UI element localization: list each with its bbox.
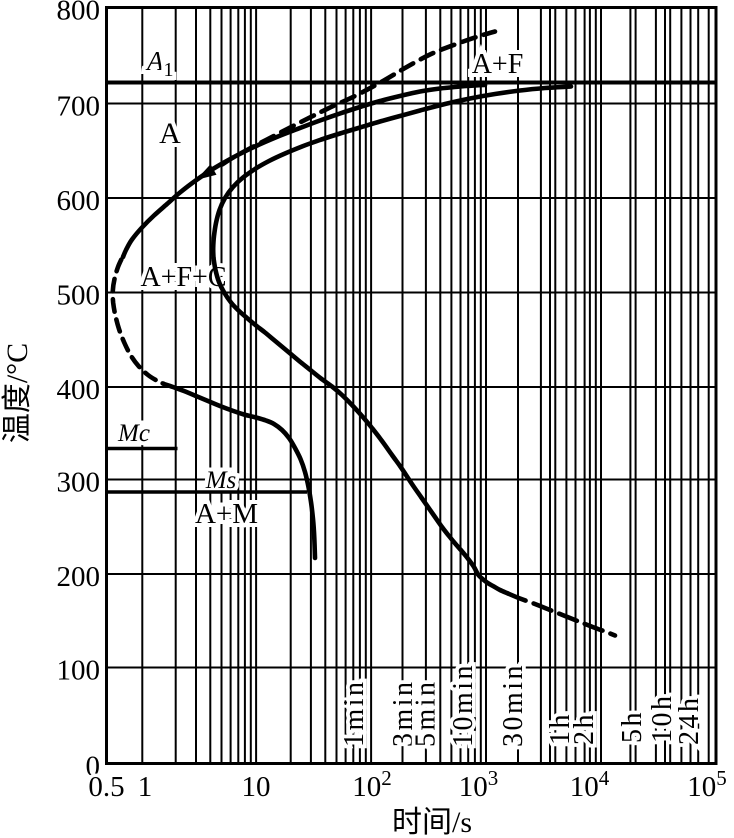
svg-text:0: 0 bbox=[86, 751, 101, 783]
svg-text:0.5: 0.5 bbox=[88, 771, 124, 803]
svg-text:A+M: A+M bbox=[195, 498, 258, 530]
svg-text:5min: 5min bbox=[411, 679, 442, 747]
svg-text:1h: 1h bbox=[545, 712, 576, 745]
svg-text:A+F+C: A+F+C bbox=[140, 262, 226, 293]
svg-text:温度/°C: 温度/°C bbox=[1, 343, 34, 443]
svg-text:1min: 1min bbox=[339, 679, 370, 747]
svg-text:10: 10 bbox=[242, 771, 271, 803]
svg-text:700: 700 bbox=[57, 91, 101, 123]
svg-text:10h: 10h bbox=[647, 694, 678, 744]
svg-text:800: 800 bbox=[57, 0, 101, 27]
svg-text:2h: 2h bbox=[569, 712, 600, 745]
svg-text:Ms: Ms bbox=[205, 467, 237, 494]
svg-text:500: 500 bbox=[57, 280, 101, 312]
svg-text:102: 102 bbox=[352, 766, 392, 803]
svg-text:时间/s: 时间/s bbox=[392, 806, 472, 838]
svg-text:A: A bbox=[159, 117, 181, 150]
svg-text:24h: 24h bbox=[674, 696, 705, 746]
svg-text:200: 200 bbox=[57, 561, 101, 593]
svg-text:1: 1 bbox=[138, 771, 153, 803]
svg-text:3min: 3min bbox=[388, 679, 419, 747]
svg-text:30min: 30min bbox=[498, 663, 529, 747]
svg-text:600: 600 bbox=[57, 185, 101, 217]
svg-text:A+F: A+F bbox=[472, 49, 524, 80]
svg-text:5h: 5h bbox=[617, 710, 648, 743]
svg-text:Mc: Mc bbox=[117, 420, 150, 447]
svg-text:10min: 10min bbox=[448, 663, 479, 747]
svg-text:100: 100 bbox=[57, 655, 101, 687]
svg-text:400: 400 bbox=[57, 374, 101, 406]
svg-text:300: 300 bbox=[57, 467, 101, 499]
